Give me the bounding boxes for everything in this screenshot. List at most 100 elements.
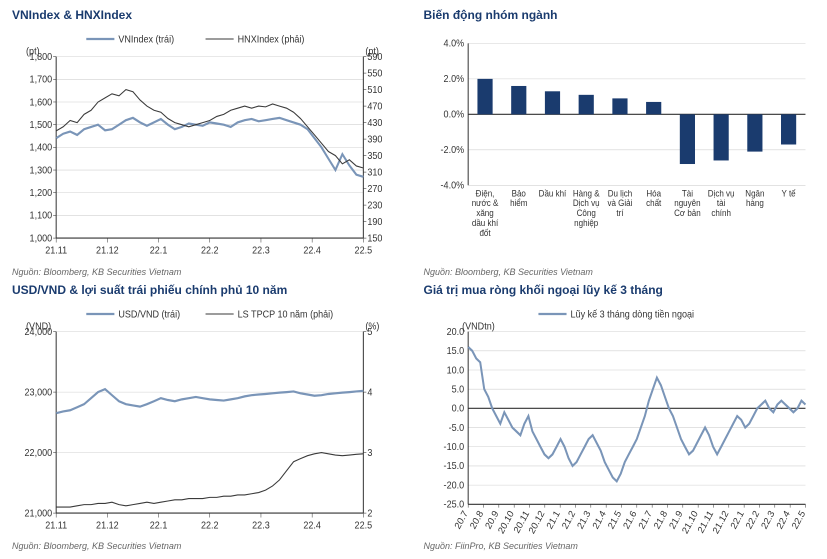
- svg-text:510: 510: [367, 85, 382, 96]
- svg-text:1,800: 1,800: [30, 52, 53, 63]
- svg-text:350: 350: [367, 151, 382, 162]
- svg-text:230: 230: [367, 200, 382, 211]
- svg-text:Dịch vụ: Dịch vụ: [572, 198, 599, 208]
- svg-text:22.3: 22.3: [252, 520, 270, 531]
- svg-text:22.4: 22.4: [303, 520, 321, 531]
- svg-text:-20.0: -20.0: [443, 480, 464, 491]
- svg-text:21.2: 21.2: [560, 508, 578, 530]
- svg-text:20.12: 20.12: [526, 508, 546, 535]
- svg-text:1,200: 1,200: [30, 188, 53, 199]
- svg-text:nghiệp: nghiệp: [574, 218, 598, 228]
- svg-text:Bảo: Bảo: [511, 188, 526, 198]
- svg-text:hàng: hàng: [745, 198, 763, 208]
- svg-text:VNIndex (trái): VNIndex (trái): [118, 34, 174, 45]
- panel-foreign-flow: Giá trị mua ròng khối ngoại lũy kế 3 thá…: [424, 283, 816, 552]
- svg-text:hiểm: hiểm: [510, 198, 527, 208]
- svg-text:21.6: 21.6: [621, 508, 639, 530]
- svg-text:22,000: 22,000: [25, 447, 53, 458]
- svg-text:21.8: 21.8: [652, 508, 670, 530]
- svg-text:22.5: 22.5: [355, 245, 373, 256]
- chart-vnindex-hnx: VNIndex (trái)HNXIndex (phải)(pt)(pt)1,0…: [12, 28, 404, 265]
- svg-text:Điện,: Điện,: [475, 188, 494, 198]
- svg-text:21.12: 21.12: [710, 508, 730, 535]
- panel-vnindex-hnx: VNIndex & HNXIndex VNIndex (trái)HNXInde…: [12, 8, 404, 277]
- svg-text:21.12: 21.12: [96, 245, 119, 256]
- panel-usd-bond: USD/VND & lợi suất trái phiếu chính phủ …: [12, 283, 404, 552]
- svg-text:430: 430: [367, 118, 382, 129]
- svg-text:22.5: 22.5: [355, 520, 373, 531]
- title-sector: Biến động nhóm ngành: [424, 8, 816, 22]
- title-foreign-flow: Giá trị mua ròng khối ngoại lũy kế 3 thá…: [424, 283, 816, 297]
- svg-text:22.1: 22.1: [150, 245, 168, 256]
- svg-text:1,000: 1,000: [30, 233, 53, 244]
- svg-text:270: 270: [367, 184, 382, 195]
- chart-usd-bond: USD/VND (trái)LS TPCP 10 năm (phải)(VND)…: [12, 303, 404, 540]
- source-bl: Nguồn: Bloomberg, KB Securities Vietnam: [12, 541, 404, 551]
- svg-text:390: 390: [367, 134, 382, 145]
- svg-text:24,000: 24,000: [25, 326, 53, 337]
- svg-text:470: 470: [367, 101, 382, 112]
- svg-text:20.0: 20.0: [446, 326, 464, 337]
- svg-text:-15.0: -15.0: [443, 460, 464, 471]
- svg-text:-5.0: -5.0: [448, 422, 464, 433]
- svg-text:(VNDtn): (VNDtn): [462, 321, 495, 332]
- svg-text:22.4: 22.4: [774, 508, 792, 530]
- svg-text:USD/VND (trái): USD/VND (trái): [118, 308, 180, 319]
- svg-text:dầu khí: dầu khí: [471, 218, 498, 228]
- svg-text:5.0: 5.0: [451, 384, 464, 395]
- source-tr: Nguồn: Bloomberg, KB Securities Vietnam: [424, 267, 816, 277]
- svg-text:4.0%: 4.0%: [443, 38, 464, 49]
- title-usd-bond: USD/VND & lợi suất trái phiếu chính phủ …: [12, 283, 404, 297]
- svg-text:1,400: 1,400: [30, 142, 53, 153]
- svg-text:21.7: 21.7: [636, 508, 654, 530]
- svg-text:22.1: 22.1: [728, 508, 746, 530]
- svg-text:15.0: 15.0: [446, 345, 464, 356]
- svg-text:Y tế: Y tế: [781, 188, 795, 198]
- svg-text:xăng: xăng: [476, 208, 494, 218]
- svg-text:-10.0: -10.0: [443, 441, 464, 452]
- svg-text:2.0%: 2.0%: [443, 74, 464, 85]
- svg-text:21.3: 21.3: [575, 508, 593, 530]
- svg-text:LS TPCP 10 năm (phải): LS TPCP 10 năm (phải): [238, 308, 334, 319]
- svg-text:20.7: 20.7: [452, 508, 470, 530]
- svg-text:22.5: 22.5: [790, 508, 808, 530]
- source-br: Nguồn: FiinPro, KB Securities Vietnam: [424, 541, 816, 551]
- svg-text:Lũy kế 3 tháng dòng tiền ngoại: Lũy kế 3 tháng dòng tiền ngoại: [570, 308, 693, 319]
- source-tl: Nguồn: Bloomberg, KB Securities Vietnam: [12, 267, 404, 277]
- chart-sector: -4.0% -2.0% 0.0% 2.0% 4.0% Điện,nước &xăngdầu…: [424, 28, 816, 265]
- svg-text:22.2: 22.2: [744, 508, 762, 530]
- svg-text:tài: tài: [716, 198, 725, 208]
- svg-text:-4.0%: -4.0%: [440, 180, 464, 191]
- svg-text:22.3: 22.3: [252, 245, 270, 256]
- svg-text:0.0%: 0.0%: [443, 109, 464, 120]
- svg-text:22.1: 22.1: [150, 520, 168, 531]
- svg-text:trí: trí: [616, 208, 624, 218]
- svg-text:Hóa: Hóa: [646, 188, 661, 198]
- svg-text:1,700: 1,700: [30, 74, 53, 85]
- svg-text:4: 4: [367, 387, 372, 398]
- svg-text:chất: chất: [646, 198, 662, 208]
- svg-text:Tài: Tài: [681, 188, 692, 198]
- svg-text:21.12: 21.12: [96, 520, 119, 531]
- svg-text:Công: Công: [576, 208, 595, 218]
- svg-text:22.3: 22.3: [759, 508, 777, 530]
- svg-text:550: 550: [367, 68, 382, 79]
- panel-sector: Biến động nhóm ngành -4.0% -2.0% 0.0% 2.0% 4…: [424, 8, 816, 277]
- svg-text:nước &: nước &: [471, 198, 498, 208]
- svg-text:1,500: 1,500: [30, 120, 53, 131]
- svg-text:22.4: 22.4: [303, 245, 321, 256]
- svg-text:Hàng &: Hàng &: [572, 188, 599, 198]
- svg-text:Dịch vụ: Dịch vụ: [707, 188, 734, 198]
- svg-text:đốt: đốt: [479, 228, 491, 238]
- svg-text:-2.0%: -2.0%: [440, 145, 464, 156]
- svg-text:5: 5: [367, 326, 372, 337]
- svg-text:Dầu khí: Dầu khí: [538, 188, 566, 198]
- svg-text:HNXIndex (phải): HNXIndex (phải): [238, 34, 305, 45]
- svg-text:150: 150: [367, 233, 382, 244]
- svg-text:21.11: 21.11: [45, 520, 67, 531]
- svg-text:Du lịch: Du lịch: [607, 188, 632, 198]
- svg-text:chính: chính: [711, 208, 731, 218]
- chart-foreign-flow: Lũy kế 3 tháng dòng tiền ngoại(VNDtn)-25…: [424, 303, 816, 540]
- svg-text:310: 310: [367, 167, 382, 178]
- svg-text:21.11: 21.11: [45, 245, 67, 256]
